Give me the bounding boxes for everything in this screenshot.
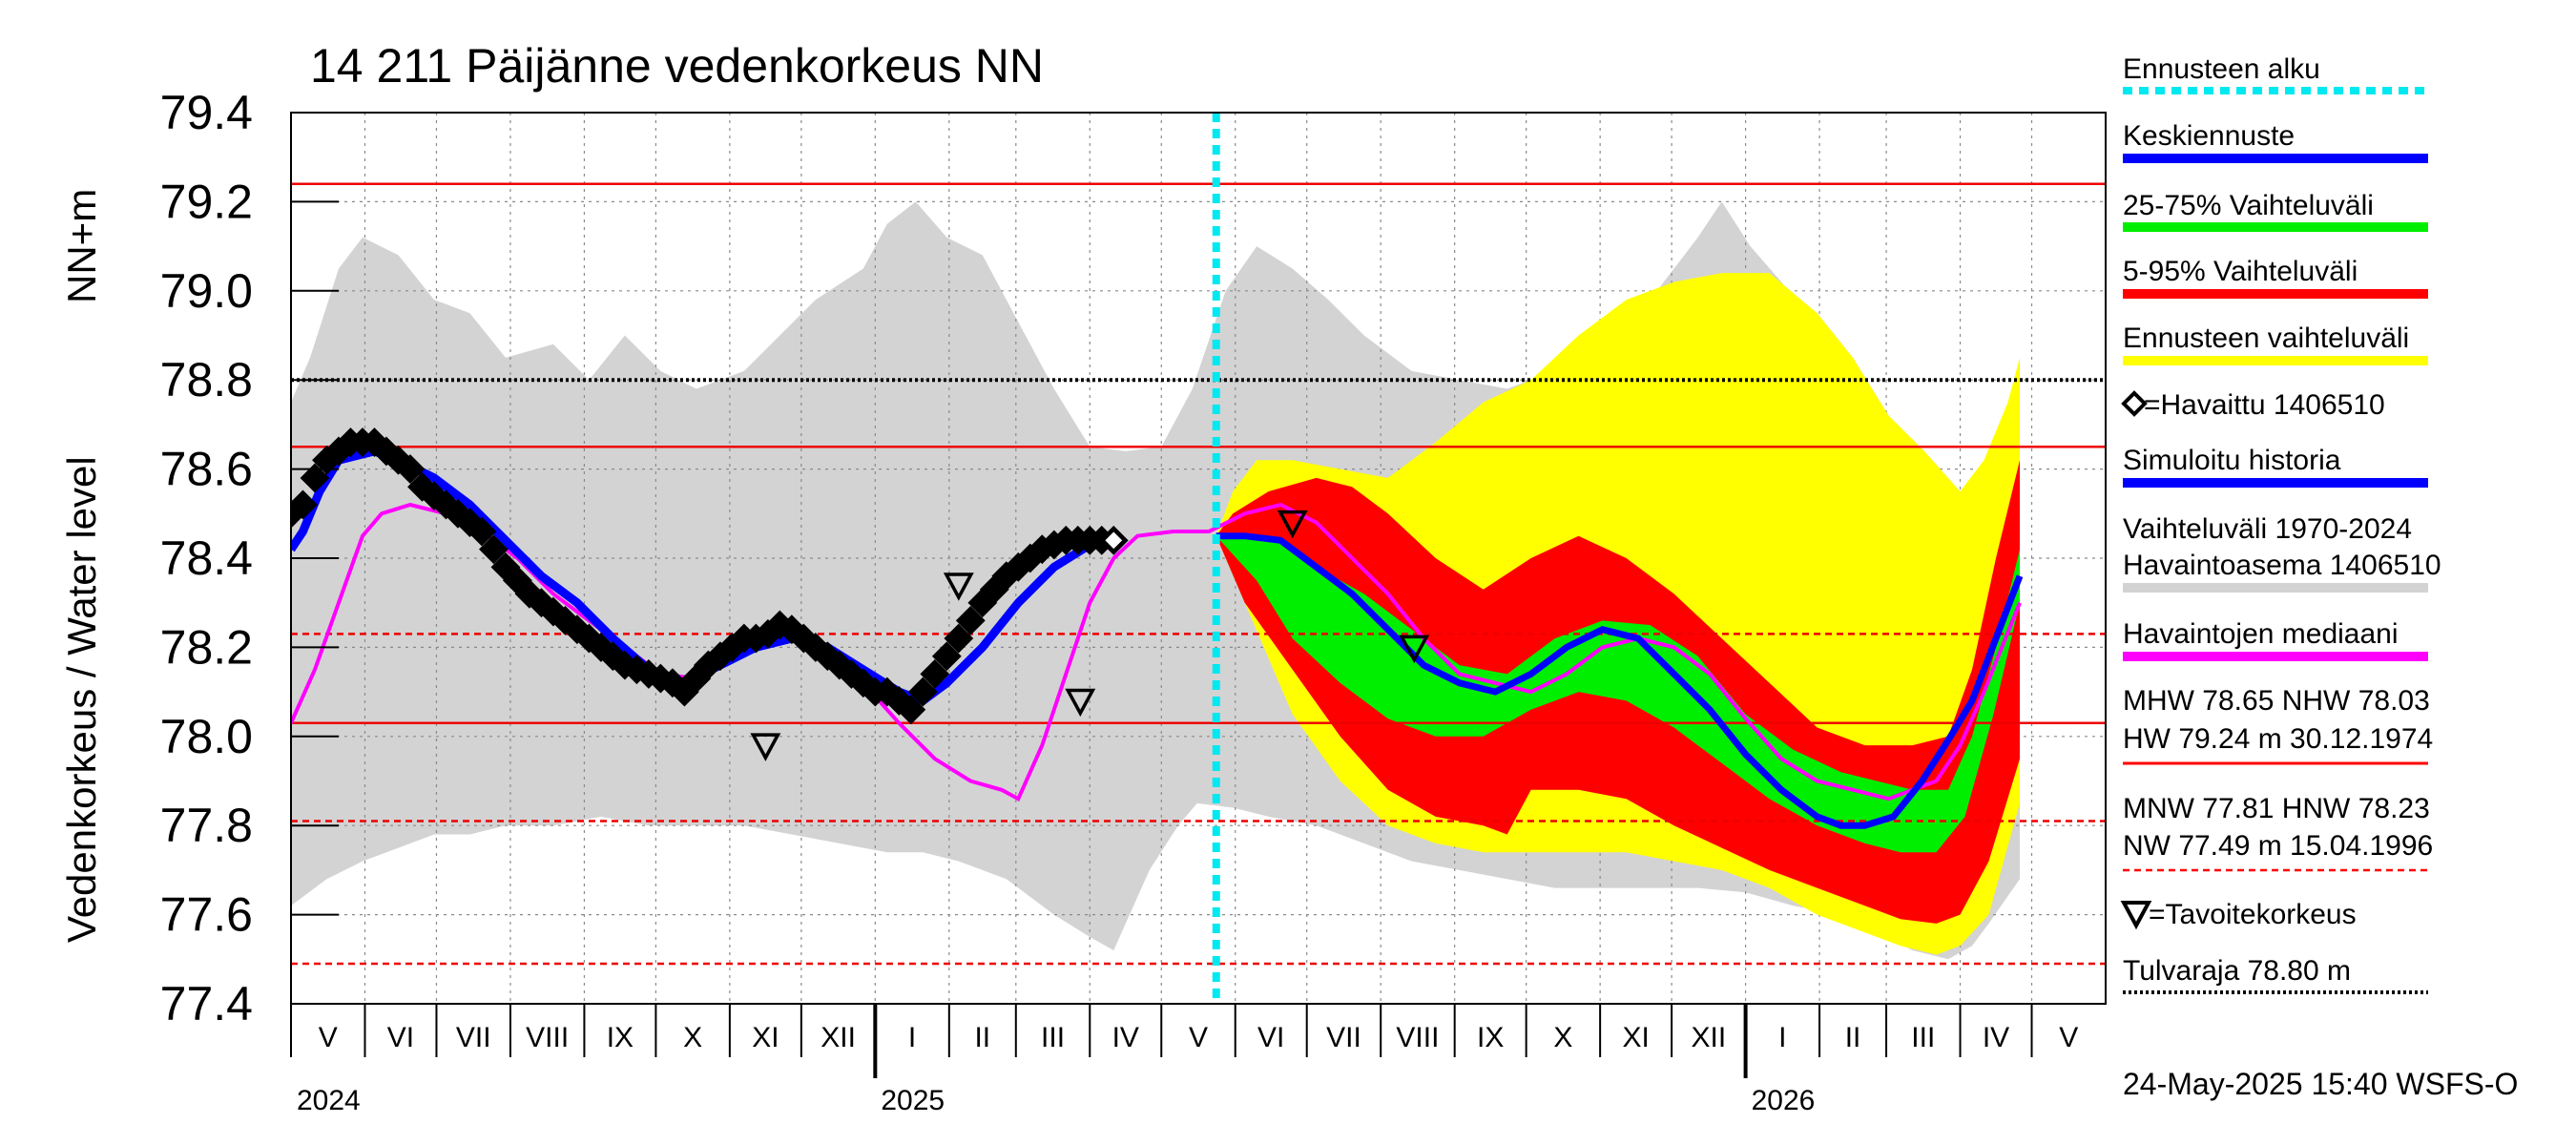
observed-point <box>907 677 938 707</box>
observed-point <box>467 516 497 547</box>
x-axis-month-label: V <box>2059 1022 2078 1053</box>
observed-point <box>836 659 866 689</box>
x-axis-month-label: II <box>974 1022 990 1053</box>
y-axis-tick-label: 78.8 <box>160 353 253 406</box>
observed-point <box>574 623 604 654</box>
plot-content <box>291 113 2106 1004</box>
y-axis-tick-label: 78.4 <box>160 531 253 585</box>
observed-point <box>291 489 318 520</box>
target-level-marker <box>1399 635 1430 664</box>
legend-label-tavoitekorkeus: =Tavoitekorkeus <box>2149 899 2357 930</box>
observed-point <box>872 677 903 707</box>
chart-footer: 24-May-2025 15:40 WSFS-O <box>2123 1067 2518 1101</box>
series-line-mean-forecast <box>1215 532 2024 829</box>
observed-point-latest <box>1101 528 1127 553</box>
x-axis-month-label: X <box>1553 1022 1572 1053</box>
x-axis-month-label: VIII <box>526 1022 569 1053</box>
x-axis-year-label: 2024 <box>297 1085 361 1116</box>
legend-label-simuloitu-historia: Simuloitu historia <box>2123 445 2341 476</box>
legend-label-keskiennuste: Keskiennuste <box>2123 120 2295 152</box>
observed-point <box>586 632 616 662</box>
observed-point <box>395 454 426 485</box>
y-axis-tick-label: 79.2 <box>160 175 253 228</box>
observed-point <box>824 650 855 680</box>
series-line-median <box>291 502 2022 802</box>
x-axis-month-label: IV <box>1112 1022 1139 1053</box>
x-axis-month-label: VI <box>1257 1022 1284 1053</box>
series-band-25-75-vaihteluv-li <box>1215 535 2020 853</box>
x-axis-month-label: VIII <box>1396 1022 1439 1053</box>
observed-point <box>788 623 819 654</box>
y-axis-tick-label: 77.8 <box>160 799 253 852</box>
y-axis-label: Vedenkorkeus / Water level <box>59 456 104 943</box>
observed-point <box>955 605 986 635</box>
legend-label-hw-79-24-m-30-12-1974: HW 79.24 m 30.12.1974 <box>2123 723 2433 755</box>
observed-point <box>896 695 926 725</box>
x-axis-year-label: 2026 <box>1752 1085 1816 1116</box>
x-axis-month-label: VI <box>387 1022 414 1053</box>
legend-label-ennusteen-alku: Ennusteen alku <box>2123 53 2320 85</box>
legend-label-25-75-vaihteluv-li: 25-75% Vaihteluväli <box>2123 190 2374 221</box>
legend-swatch-triangle <box>2120 901 2152 930</box>
y-axis-tick-label: 78.6 <box>160 443 253 496</box>
legend-swatch-diamond <box>2121 390 2148 417</box>
legend-label-havaintojen-mediaani: Havaintojen mediaani <box>2123 618 2399 650</box>
x-axis-month-label: III <box>1041 1022 1065 1053</box>
observed-point <box>931 641 962 672</box>
legend-label-mnw-77-81-hnw-78-23: MNW 77.81 HNW 78.23 <box>2123 793 2430 824</box>
observed-point <box>419 481 449 511</box>
x-axis-month-label: X <box>683 1022 702 1053</box>
target-level-marker <box>750 733 781 761</box>
legend-label-mhw-78-65-nhw-78-03: MHW 78.65 NHW 78.03 <box>2123 685 2430 717</box>
legend-label-havaittu-1406510: =Havaittu 1406510 <box>2144 389 2385 421</box>
x-axis-month-label: V <box>1189 1022 1208 1053</box>
x-axis-month-label: VII <box>456 1022 491 1053</box>
legend-label-tulvaraja-78-80-m: Tulvaraja 78.80 m <box>2123 955 2351 987</box>
y-axis-tick-label: 78.2 <box>160 620 253 674</box>
x-axis-month-label: IV <box>1983 1022 2009 1053</box>
legend: Ennusteen alku Keskiennuste 25-75% Vaihtel… <box>2120 53 2441 994</box>
observed-point <box>538 596 569 627</box>
x-axis-month-label: II <box>1845 1022 1861 1053</box>
x-axis-month-label: V <box>319 1022 338 1053</box>
observed-point <box>407 471 437 502</box>
legend-label-5-95-vaihteluv-li: 5-95% Vaihteluväli <box>2123 256 2358 287</box>
x-axis-month-label: VII <box>1326 1022 1361 1053</box>
legend-label-ennusteen-vaihteluv-li: Ennusteen vaihteluväli <box>2123 323 2409 354</box>
observed-point <box>479 534 509 565</box>
x-axis-month-label: XI <box>752 1022 779 1053</box>
observed-point <box>920 659 950 689</box>
y-axis-tick-label: 79.4 <box>160 86 253 139</box>
x-axis-month-label: XII <box>1692 1022 1727 1053</box>
target-level-marker <box>1065 688 1096 718</box>
plot-area <box>291 113 2106 1004</box>
x-axis-month-label: IX <box>1477 1022 1504 1053</box>
observed-point <box>657 668 688 698</box>
y-axis-unit: NN+m <box>59 189 104 303</box>
x-axis-month-label: XII <box>821 1022 856 1053</box>
target-level-marker <box>1277 510 1308 539</box>
x-axis-month-label: XI <box>1622 1022 1649 1053</box>
axes: 79.4 79.2 79.0 78.8 78.6 78.4 78.2 78.0 77.8 77.6… <box>160 86 2106 1116</box>
legend-label-nw-77-49-m-15-04-1996: NW 77.49 m 15.04.1996 <box>2123 830 2433 862</box>
observed-point <box>371 436 402 467</box>
observed-point <box>300 463 330 493</box>
x-axis-month-label: I <box>1778 1022 1786 1053</box>
observed-point <box>944 623 974 654</box>
y-axis-tick-label: 77.4 <box>160 977 253 1030</box>
target-level-marker <box>943 572 974 601</box>
y-axis-tick-label: 78.0 <box>160 710 253 763</box>
observed-point <box>455 508 485 538</box>
x-axis-year-label: 2025 <box>881 1085 945 1116</box>
x-axis-month-label: I <box>908 1022 916 1053</box>
legend-label-havaintoasema-1406510: Havaintoasema 1406510 <box>2123 550 2441 581</box>
y-axis-tick-label: 79.0 <box>160 264 253 318</box>
y-axis-tick-label: 77.6 <box>160 888 253 942</box>
chart-title: 14 211 Päijänne vedenkorkeus NN <box>310 39 1044 93</box>
x-axis-month-label: IX <box>607 1022 634 1053</box>
x-axis-month-label: III <box>1911 1022 1935 1053</box>
legend-label-vaihteluv-li-1970-2024: Vaihteluväli 1970-2024 <box>2123 513 2412 545</box>
